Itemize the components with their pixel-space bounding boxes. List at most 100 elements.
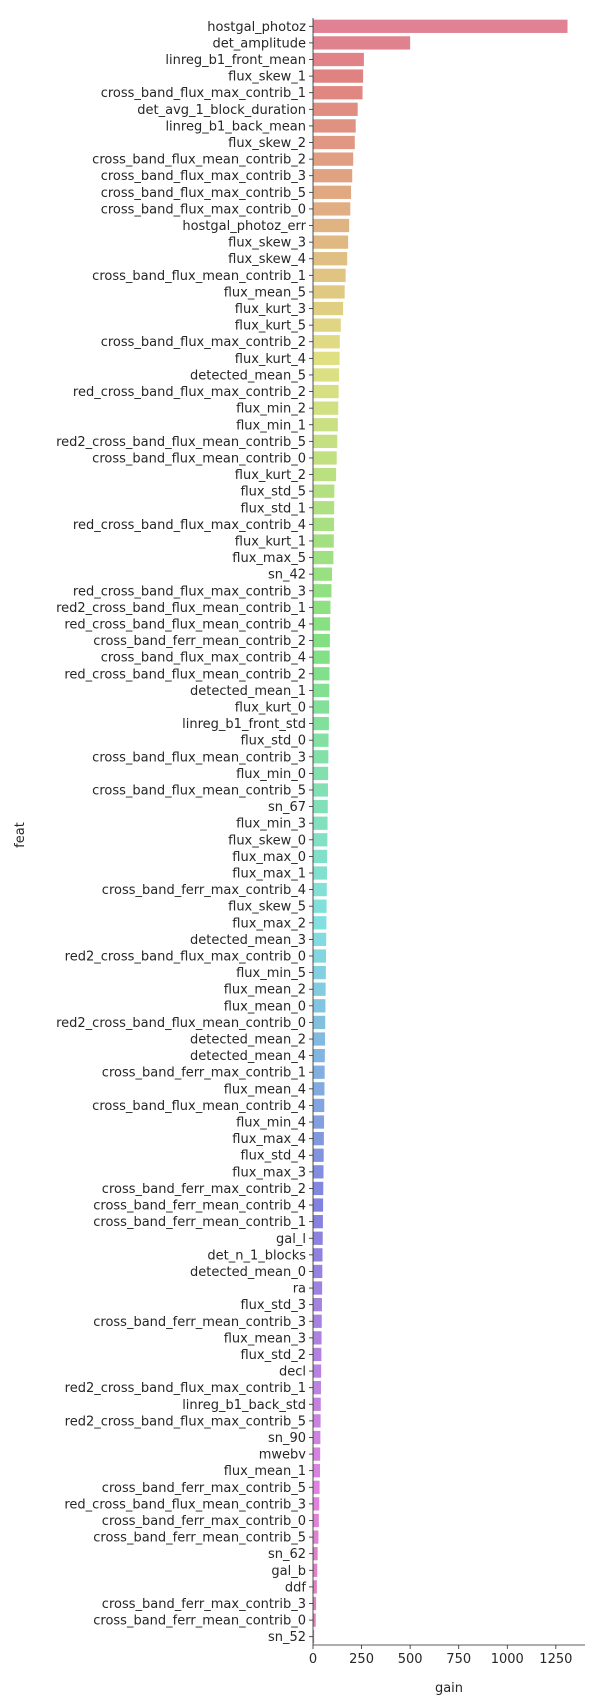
y-tick-label-cross-band-ferr-mean-contrib-0: cross_band_ferr_mean_contrib_0 xyxy=(93,1614,306,1629)
bar-det-avg-1-block-duration xyxy=(313,102,358,116)
bar-flux-std-0 xyxy=(313,733,329,747)
y-tick-label-flux-mean-0: flux_mean_0 xyxy=(224,999,306,1014)
bar-flux-mean-4 xyxy=(313,1082,325,1096)
y-tick-label-cross-band-flux-max-contrib-2: cross_band_flux_max_contrib_2 xyxy=(101,335,306,350)
bar-flux-std-1 xyxy=(313,501,335,515)
y-tick-label-flux-min-0: flux_min_0 xyxy=(236,767,306,782)
bar-det-n-1-blocks xyxy=(313,1248,323,1262)
bar-gal-b xyxy=(313,1563,318,1577)
bar-ddf xyxy=(313,1580,317,1594)
bar-flux-skew-3 xyxy=(313,235,349,249)
bar-flux-min-5 xyxy=(313,965,326,980)
y-tick-label-det-n-1-blocks: det_n_1_blocks xyxy=(207,1248,306,1263)
y-tick-label-flux-max-0: flux_max_0 xyxy=(232,850,306,865)
bar-flux-kurt-1 xyxy=(313,534,334,548)
bar-red2-cross-band-flux-mean-contrib-1 xyxy=(313,600,331,615)
x-axis: 0 250 500 750 1000 1250 xyxy=(309,18,585,1667)
bar-sn-42 xyxy=(313,567,333,581)
y-tick-label-sn-52: sn_52 xyxy=(268,1630,306,1645)
bar-flux-min-2 xyxy=(313,401,339,415)
bar-mwebv xyxy=(313,1447,321,1461)
bar-ra xyxy=(313,1281,323,1295)
bar-cross-band-ferr-max-contrib-4 xyxy=(313,882,327,897)
bar-cross-band-ferr-mean-contrib-2 xyxy=(313,633,330,648)
y-tick-label-ra: ra xyxy=(293,1282,306,1297)
y-tick-label-cross-band-flux-mean-contrib-2: cross_band_flux_mean_contrib_2 xyxy=(92,153,306,168)
bar-flux-max-1 xyxy=(313,866,327,880)
bar-flux-mean-5 xyxy=(313,285,345,299)
bar-linreg-b1-back-mean xyxy=(313,119,356,133)
y-tick-label-detected-mean-4: detected_mean_4 xyxy=(190,1049,306,1064)
bar-cross-band-flux-mean-contrib-2 xyxy=(313,152,354,166)
bar-linreg-b1-front-std xyxy=(313,716,329,731)
y-tick-label-flux-min-1: flux_min_1 xyxy=(236,418,306,433)
y-tick-label-cross-band-ferr-max-contrib-2: cross_band_ferr_max_contrib_2 xyxy=(102,1182,306,1197)
bar-cross-band-ferr-max-contrib-1 xyxy=(313,1065,325,1079)
y-tick-label-cross-band-ferr-mean-contrib-2: cross_band_ferr_mean_contrib_2 xyxy=(93,634,306,649)
bar-flux-max-5 xyxy=(313,550,334,565)
y-tick-label-red2-cross-band-flux-mean-contrib-5: red2_cross_band_flux_mean_contrib_5 xyxy=(56,435,306,450)
x-tick-label-500: 500 xyxy=(398,1652,423,1667)
y-tick-label-cross-band-flux-max-contrib-5: cross_band_flux_max_contrib_5 xyxy=(101,186,306,201)
y-tick-label-flux-std-2: flux_std_2 xyxy=(240,1348,306,1363)
y-tick-label-flux-max-2: flux_max_2 xyxy=(232,916,306,931)
bar-flux-max-4 xyxy=(313,1131,324,1146)
bar-flux-mean-0 xyxy=(313,999,326,1013)
y-tick-label-red-cross-band-flux-mean-contrib-2: red_cross_band_flux_mean_contrib_2 xyxy=(64,667,306,682)
bar-red-cross-band-flux-max-contrib-4 xyxy=(313,517,334,532)
bar-detected-mean-5 xyxy=(313,368,340,382)
y-tick-label-cross-band-ferr-max-contrib-0: cross_band_ferr_max_contrib_0 xyxy=(102,1514,306,1529)
bar-flux-kurt-0 xyxy=(313,700,330,714)
y-tick-label-flux-min-4: flux_min_4 xyxy=(236,1116,306,1131)
bar-flux-kurt-3 xyxy=(313,301,344,316)
y-tick-label-flux-kurt-5: flux_kurt_5 xyxy=(235,319,306,334)
bar-flux-mean-1 xyxy=(313,1464,320,1478)
bar-flux-min-0 xyxy=(313,766,329,781)
y-tick-label-cross-band-flux-mean-contrib-0: cross_band_flux_mean_contrib_0 xyxy=(92,451,306,466)
y-tick-label-red2-cross-band-flux-max-contrib-0: red2_cross_band_flux_max_contrib_0 xyxy=(65,950,306,965)
y-tick-label-flux-skew-5: flux_skew_5 xyxy=(228,900,306,915)
bar-cross-band-flux-mean-contrib-1 xyxy=(313,268,346,282)
bar-cross-band-flux-max-contrib-5 xyxy=(313,185,352,199)
y-tick-label-red-cross-band-flux-mean-contrib-3: red_cross_band_flux_mean_contrib_3 xyxy=(64,1497,306,1512)
bar-cross-band-flux-mean-contrib-0 xyxy=(313,451,337,465)
bar-red-cross-band-flux-max-contrib-3 xyxy=(313,584,332,598)
x-tick-label-1000: 1000 xyxy=(491,1652,524,1667)
bar-flux-skew-1 xyxy=(313,69,364,83)
bar-cross-band-flux-max-contrib-3 xyxy=(313,169,353,183)
bar-red2-cross-band-flux-mean-contrib-0 xyxy=(313,1015,326,1030)
y-tick-label-sn-90: sn_90 xyxy=(268,1431,306,1446)
y-tick-label-red-cross-band-flux-max-contrib-4: red_cross_band_flux_max_contrib_4 xyxy=(73,518,306,533)
bar-detected-mean-4 xyxy=(313,1048,325,1063)
y-tick-label-flux-skew-3: flux_skew_3 xyxy=(228,236,306,251)
y-tick-label-flux-kurt-1: flux_kurt_1 xyxy=(235,534,306,549)
bar-cross-band-flux-max-contrib-1 xyxy=(313,86,363,100)
y-tick-label-sn-62: sn_62 xyxy=(268,1547,306,1562)
y-tick-label-cross-band-ferr-mean-contrib-5: cross_band_ferr_mean_contrib_5 xyxy=(93,1531,306,1546)
y-tick-label-mwebv: mwebv xyxy=(259,1448,307,1463)
y-tick-label-flux-skew-2: flux_skew_2 xyxy=(228,136,306,151)
y-tick-label-cross-band-ferr-mean-contrib-3: cross_band_ferr_mean_contrib_3 xyxy=(93,1315,306,1330)
bar-red-cross-band-flux-max-contrib-2 xyxy=(313,384,339,399)
y-tick-label-red-cross-band-flux-max-contrib-2: red_cross_band_flux_max_contrib_2 xyxy=(73,385,306,400)
bar-flux-skew-0 xyxy=(313,833,328,847)
y-tick-label-flux-skew-4: flux_skew_4 xyxy=(228,252,306,267)
y-tick-label-flux-kurt-2: flux_kurt_2 xyxy=(235,468,306,483)
y-tick-label-flux-mean-2: flux_mean_2 xyxy=(224,983,306,998)
bar-red2-cross-band-flux-max-contrib-5 xyxy=(313,1414,321,1428)
bar-cross-band-ferr-mean-contrib-4 xyxy=(313,1198,324,1212)
bar-cross-band-flux-mean-contrib-5 xyxy=(313,783,328,797)
y-tick-label-flux-skew-0: flux_skew_0 xyxy=(228,833,306,848)
bar-flux-mean-3 xyxy=(313,1331,322,1345)
y-tick-label-sn-42: sn_42 xyxy=(268,568,306,583)
bar-flux-std-5 xyxy=(313,484,335,498)
y-tick-label-cross-band-ferr-max-contrib-5: cross_band_ferr_max_contrib_5 xyxy=(102,1481,306,1496)
y-tick-label-cross-band-ferr-mean-contrib-4: cross_band_ferr_mean_contrib_4 xyxy=(93,1199,306,1214)
bar-cross-band-flux-max-contrib-0 xyxy=(313,202,351,216)
y-tick-label-linreg-b1-front-std: linreg_b1_front_std xyxy=(182,717,306,732)
bar-red-cross-band-flux-mean-contrib-4 xyxy=(313,617,331,631)
y-tick-label-decl: decl xyxy=(279,1365,306,1380)
bar-flux-max-3 xyxy=(313,1165,324,1179)
